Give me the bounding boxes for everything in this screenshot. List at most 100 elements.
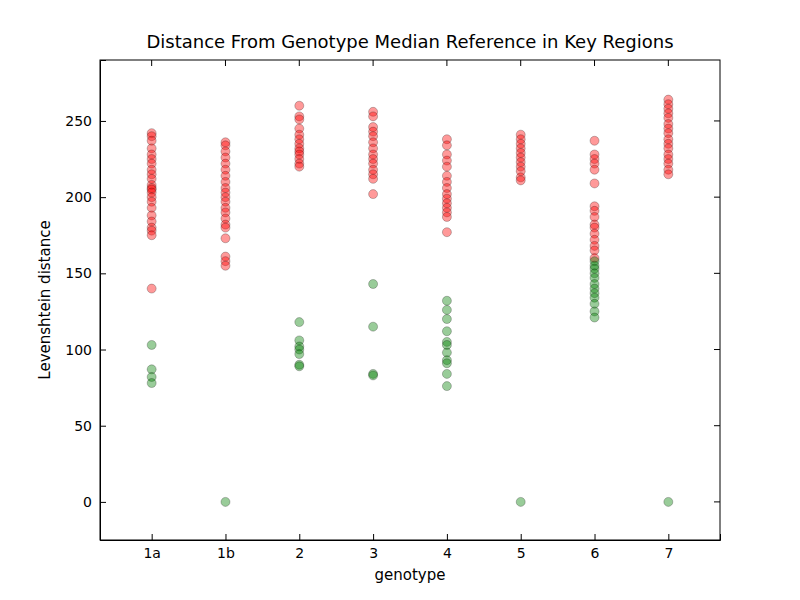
point (516, 497, 525, 506)
x-tick-mark-top (594, 60, 595, 66)
point (295, 162, 304, 171)
x-tick-mark (152, 534, 153, 540)
y-axis: 0 50 100 150 200 250 (65, 61, 106, 541)
y-axis-title: Levenshtein distance (36, 220, 54, 379)
points-layer (147, 95, 673, 506)
point (221, 234, 230, 243)
y-tick-label: 50 (74, 418, 92, 434)
x-tick-mark-top (225, 60, 226, 66)
x-tick-mark (373, 534, 374, 540)
x-tick-label: 6 (591, 545, 600, 561)
point (147, 231, 156, 240)
x-tick-label: 7 (664, 545, 673, 561)
x-tick-mark (595, 534, 596, 540)
x-tick-mark-top (373, 60, 374, 66)
y-tick-mark-right (714, 425, 720, 426)
x-tick-mark-top (520, 60, 521, 66)
point (147, 340, 156, 349)
point (590, 313, 599, 322)
y-axis-line (101, 61, 107, 541)
x-tick-label: 1a (143, 545, 161, 561)
y-tick-label: 150 (65, 265, 92, 281)
y-tick-label: 100 (65, 342, 92, 358)
x-tick-mark-top (299, 60, 300, 66)
x-tick-mark (299, 534, 300, 540)
chart-container: 0 50 100 150 200 250 1a 1b 2 3 4 5 6 7 Distance From G… (0, 0, 800, 600)
plot-area: 0 50 100 150 200 250 1a 1b 2 3 4 5 6 7 (65, 60, 720, 561)
x-tick: 1b (217, 534, 235, 561)
y-tick-label: 0 (83, 494, 92, 510)
point (516, 176, 525, 185)
point (369, 112, 378, 121)
point (590, 136, 599, 145)
point (221, 223, 230, 232)
x-tick-label: 5 (517, 545, 526, 561)
point (369, 280, 378, 289)
point (442, 315, 451, 324)
y-tick-mark (100, 273, 106, 274)
point (442, 296, 451, 305)
y-tick: 250 (65, 113, 106, 129)
point (295, 350, 304, 359)
x-axis: 1a 1b 2 3 4 5 6 7 (101, 534, 721, 561)
point (442, 369, 451, 378)
series-0 (147, 95, 673, 293)
point (442, 359, 451, 368)
point (221, 261, 230, 270)
point (369, 190, 378, 199)
point (295, 101, 304, 110)
y-tick: 50 (74, 418, 106, 434)
x-tick-mark-top (151, 60, 152, 66)
x-tick-label: 4 (443, 545, 452, 561)
x-tick-mark (447, 534, 448, 540)
point (369, 174, 378, 183)
x-tick: 4 (443, 534, 452, 561)
y-tick-mark-right (714, 120, 720, 121)
y-tick-mark (100, 502, 106, 503)
point (442, 382, 451, 391)
chart-title: Distance From Genotype Median Reference … (146, 31, 673, 52)
x-tick-mark (225, 534, 226, 540)
point (369, 371, 378, 380)
y-tick: 200 (65, 189, 106, 205)
x-tick-label: 1b (217, 545, 235, 561)
y-tick-mark-right (714, 349, 720, 350)
point (147, 284, 156, 293)
y-tick-mark (100, 350, 106, 351)
point (295, 318, 304, 327)
y-tick-mark (100, 197, 106, 198)
point (295, 362, 304, 371)
point (442, 141, 451, 150)
point (442, 212, 451, 221)
plot-frame (100, 60, 720, 540)
point (442, 305, 451, 314)
x-tick-mark-top (446, 60, 447, 66)
y-tick-mark (100, 121, 106, 122)
x-tick-mark (668, 534, 669, 540)
y-tick-mark (100, 426, 106, 427)
point (442, 327, 451, 336)
x-tick-mark-top (668, 60, 669, 66)
x-tick-label: 3 (369, 545, 378, 561)
x-tick: 5 (517, 534, 526, 561)
x-tick: 1a (143, 534, 161, 561)
point (221, 497, 230, 506)
chart-svg: 0 50 100 150 200 250 1a 1b 2 3 4 5 6 7 Distance From G… (0, 0, 800, 600)
x-tick-label: 2 (295, 545, 304, 561)
y-tick-label: 200 (65, 189, 92, 205)
point (664, 497, 673, 506)
y-tick: 150 (65, 265, 106, 281)
point (147, 379, 156, 388)
y-tick-mark-right (714, 197, 720, 198)
x-tick: 2 (295, 534, 304, 561)
x-tick: 3 (369, 534, 378, 561)
x-tick-mark (521, 534, 522, 540)
series-1 (147, 257, 673, 507)
point (295, 115, 304, 124)
point (590, 165, 599, 174)
x-axis-title: genotype (375, 566, 446, 584)
background (0, 0, 800, 600)
y-tick: 100 (65, 342, 106, 358)
y-tick-mark-right (714, 273, 720, 274)
point (369, 322, 378, 331)
